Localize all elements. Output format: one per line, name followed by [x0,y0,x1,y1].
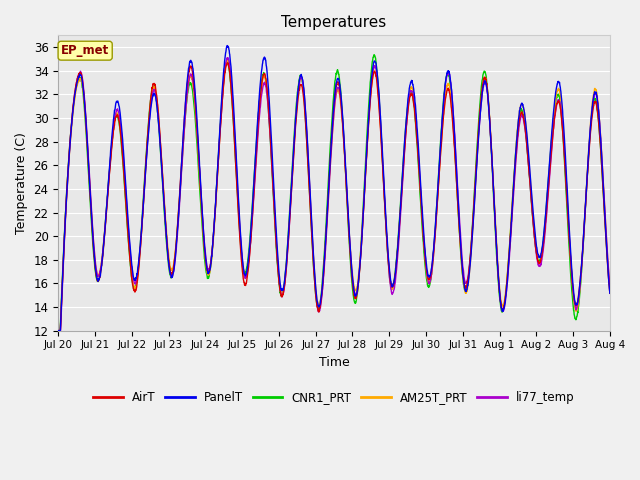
li77_temp [557,110,565,116]
CNR1_PRT [362,152,370,158]
CNR1_PRT [557,111,565,117]
AirT [54,328,62,334]
Line: CNR1_PRT: CNR1_PRT [58,55,610,331]
AirT [350,293,358,299]
CNR1_PRT [208,250,216,255]
li77_temp [362,161,370,167]
PanelT [495,275,502,281]
Y-axis label: Temperature (C): Temperature (C) [15,132,28,234]
AirT [573,301,580,307]
AM25T_PRT [362,159,370,165]
PanelT [208,250,216,256]
PanelT [350,288,358,294]
PanelT [54,328,62,334]
li77_temp [350,288,358,293]
PanelT [557,94,565,100]
PanelT [573,301,580,307]
AM25T_PRT [208,252,216,257]
AirT [224,60,232,66]
CNR1_PRT [350,297,358,302]
AirT [606,290,614,296]
CNR1_PRT [495,281,502,287]
CNR1_PRT [573,314,580,320]
Text: EP_met: EP_met [61,44,109,57]
li77_temp [606,283,614,289]
li77_temp [573,306,580,312]
li77_temp [54,328,62,334]
PanelT [223,43,231,48]
AM25T_PRT [224,56,232,62]
AM25T_PRT [350,284,358,289]
AirT [362,162,370,168]
Line: PanelT: PanelT [58,46,610,331]
PanelT [606,290,614,296]
Line: AM25T_PRT: AM25T_PRT [58,59,610,331]
AM25T_PRT [54,328,62,334]
AM25T_PRT [557,102,565,108]
X-axis label: Time: Time [319,356,349,369]
Line: li77_temp: li77_temp [58,58,610,331]
CNR1_PRT [54,328,62,334]
li77_temp [208,247,216,253]
Title: Temperatures: Temperatures [282,15,387,30]
PanelT [362,157,370,163]
CNR1_PRT [606,285,614,291]
AM25T_PRT [495,271,502,276]
AirT [495,276,502,282]
CNR1_PRT [370,52,378,58]
li77_temp [224,55,232,60]
AirT [208,249,216,254]
Line: AirT: AirT [58,63,610,331]
AM25T_PRT [606,285,614,291]
li77_temp [495,276,502,281]
AM25T_PRT [573,308,580,313]
Legend: AirT, PanelT, CNR1_PRT, AM25T_PRT, li77_temp: AirT, PanelT, CNR1_PRT, AM25T_PRT, li77_… [88,387,580,409]
AirT [557,113,565,119]
